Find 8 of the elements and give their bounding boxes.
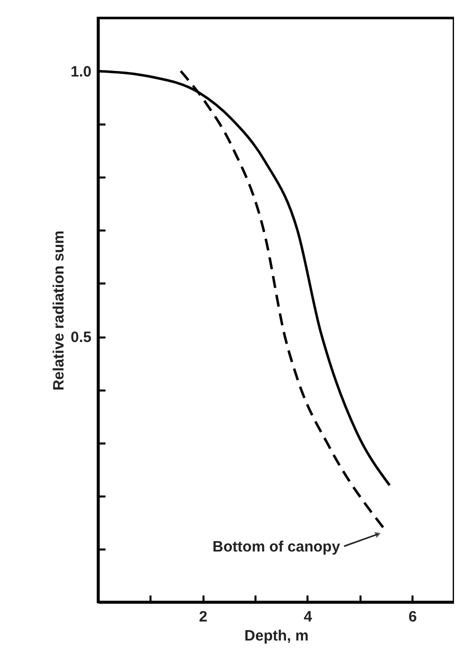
x-tick-label: 2 bbox=[199, 608, 208, 626]
y-axis-title: Relative radiation sum bbox=[50, 230, 68, 391]
x-axis-title: Depth, m bbox=[244, 628, 309, 644]
y-tick-label: 1.0 bbox=[70, 64, 92, 81]
annotation: Bottom of canopy bbox=[212, 538, 341, 556]
y-tick-label: 0.5 bbox=[70, 329, 92, 346]
x-tick-label: 6 bbox=[408, 608, 417, 626]
x-tick-label: 4 bbox=[304, 608, 313, 626]
